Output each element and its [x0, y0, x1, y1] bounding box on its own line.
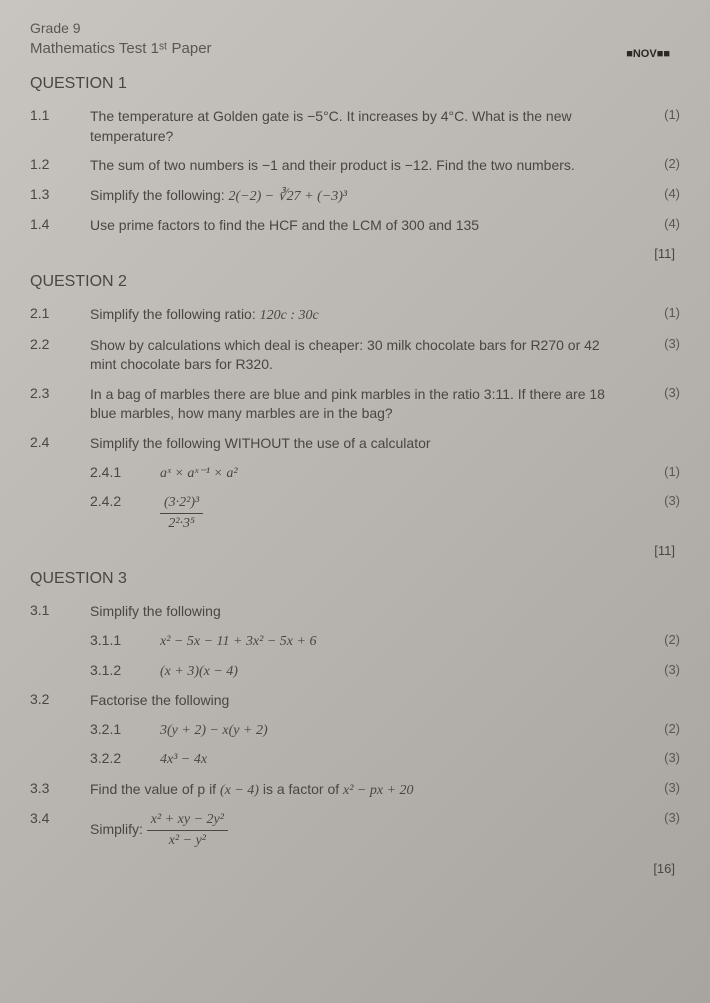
item-text: Find the value of p if (x − 4) is a fact… — [90, 780, 640, 801]
item-number: 1.4 — [30, 216, 90, 232]
question-1-total: [11] — [30, 246, 680, 261]
item-3-2-1: 3.2.1 3(y + 2) − x(y + 2) (2) — [90, 721, 680, 741]
item-marks: (2) — [640, 721, 680, 736]
item-marks: (3) — [640, 336, 680, 351]
test-title: Mathematics Test 1ˢᵗ Paper — [30, 40, 680, 57]
item-number: 3.3 — [30, 780, 90, 796]
fraction-numerator: (3·2²)³ — [160, 493, 203, 514]
fraction-denominator: x² − y² — [147, 831, 228, 851]
math-expression: 3(y + 2) − x(y + 2) — [160, 721, 640, 741]
item-1-3: 1.3 Simplify the following: 2(−2) − ∛27 … — [30, 186, 680, 207]
question-3-header: QUESTION 3 — [30, 570, 680, 588]
item-number: 2.4 — [30, 434, 90, 450]
item-number: 3.2.2 — [90, 750, 160, 766]
item-number: 2.4.2 — [90, 493, 160, 509]
item-3-2: 3.2 Factorise the following — [30, 691, 680, 711]
item-number: 2.2 — [30, 336, 90, 352]
item-marks: (3) — [640, 385, 680, 400]
item-2-1: 2.1 Simplify the following ratio: 120c :… — [30, 305, 680, 326]
item-3-1-2: 3.1.2 (x + 3)(x − 4) (3) — [90, 662, 680, 682]
item-2-4-1: 2.4.1 aˣ × aˣ⁻¹ × a² (1) — [90, 464, 680, 484]
math-expression: (3·2²)³ 2²·3⁵ — [160, 493, 640, 533]
item-marks: (1) — [640, 107, 680, 122]
item-marks: (3) — [640, 810, 680, 825]
item-text: Factorise the following — [90, 691, 640, 711]
item-3-3: 3.3 Find the value of p if (x − 4) is a … — [30, 780, 680, 801]
item-text: Use prime factors to find the HCF and th… — [90, 216, 640, 236]
text-prefix: Simplify the following: — [90, 187, 229, 203]
item-text: The sum of two numbers is −1 and their p… — [90, 156, 640, 176]
math-expression: 120c : 30c — [260, 308, 319, 323]
item-marks: (1) — [640, 464, 680, 479]
text-part: Find the value of p if — [90, 781, 220, 797]
item-3-1: 3.1 Simplify the following — [30, 602, 680, 622]
item-marks: (2) — [640, 632, 680, 647]
math-expression: x² − 5x − 11 + 3x² − 5x + 6 — [160, 632, 640, 652]
item-2-4: 2.4 Simplify the following WITHOUT the u… — [30, 434, 680, 454]
item-text: Simplify the following ratio: 120c : 30c — [90, 305, 640, 326]
item-number: 2.3 — [30, 385, 90, 401]
item-marks: (4) — [640, 216, 680, 231]
math-expression: 2(−2) − ∛27 + (−3)³ — [229, 189, 348, 204]
math-expression: x² − px + 20 — [343, 783, 414, 798]
grade-label: Grade 9 — [30, 20, 680, 36]
item-3-1-1: 3.1.1 x² − 5x − 11 + 3x² − 5x + 6 (2) — [90, 632, 680, 652]
item-text: In a bag of marbles there are blue and p… — [90, 385, 640, 424]
fraction-denominator: 2²·3⁵ — [160, 514, 203, 534]
item-text: Show by calculations which deal is cheap… — [90, 336, 640, 375]
item-marks: (3) — [640, 662, 680, 677]
fraction-numerator: x² + xy − 2y² — [147, 810, 228, 831]
item-text: The temperature at Golden gate is −5°C. … — [90, 107, 640, 146]
item-text: Simplify the following — [90, 602, 640, 622]
item-text: Simplify the following WITHOUT the use o… — [90, 434, 640, 454]
question-3-total: [16] — [30, 861, 680, 876]
text-prefix: Simplify the following ratio: — [90, 306, 260, 322]
item-text: Simplify the following: 2(−2) − ∛27 + (−… — [90, 186, 640, 207]
text-prefix: Simplify: — [90, 821, 147, 837]
item-number: 3.4 — [30, 810, 90, 826]
item-text: Simplify: x² + xy − 2y² x² − y² — [90, 810, 640, 850]
item-number: 2.1 — [30, 305, 90, 321]
math-expression: (x − 4) — [220, 783, 259, 798]
item-1-4: 1.4 Use prime factors to find the HCF an… — [30, 216, 680, 236]
text-part: is a factor of — [263, 781, 343, 797]
math-expression: aˣ × aˣ⁻¹ × a² — [160, 464, 640, 484]
item-number: 2.4.1 — [90, 464, 160, 480]
question-2-total: [11] — [30, 543, 680, 558]
item-1-2: 1.2 The sum of two numbers is −1 and the… — [30, 156, 680, 176]
math-expression: 4x³ − 4x — [160, 750, 640, 770]
item-3-4: 3.4 Simplify: x² + xy − 2y² x² − y² (3) — [30, 810, 680, 850]
item-number: 3.2.1 — [90, 721, 160, 737]
item-marks: (2) — [640, 156, 680, 171]
item-number: 1.1 — [30, 107, 90, 123]
item-number: 3.1.2 — [90, 662, 160, 678]
item-marks: (3) — [640, 780, 680, 795]
item-1-1: 1.1 The temperature at Golden gate is −5… — [30, 107, 680, 146]
item-number: 3.1 — [30, 602, 90, 618]
item-number: 1.3 — [30, 186, 90, 202]
item-2-3: 2.3 In a bag of marbles there are blue a… — [30, 385, 680, 424]
question-1-header: QUESTION 1 — [30, 75, 680, 93]
question-2-header: QUESTION 2 — [30, 273, 680, 291]
date-stamp: ■NOV■■ — [626, 48, 670, 60]
item-number: 1.2 — [30, 156, 90, 172]
item-number: 3.2 — [30, 691, 90, 707]
item-marks: (4) — [640, 186, 680, 201]
item-marks: (1) — [640, 305, 680, 320]
item-3-2-2: 3.2.2 4x³ − 4x (3) — [90, 750, 680, 770]
item-2-2: 2.2 Show by calculations which deal is c… — [30, 336, 680, 375]
item-marks: (3) — [640, 750, 680, 765]
math-expression: (x + 3)(x − 4) — [160, 662, 640, 682]
item-number: 3.1.1 — [90, 632, 160, 648]
item-2-4-2: 2.4.2 (3·2²)³ 2²·3⁵ (3) — [90, 493, 680, 533]
item-marks: (3) — [640, 493, 680, 508]
